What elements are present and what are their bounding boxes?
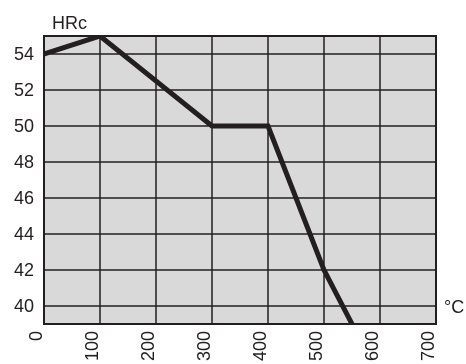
- series-group: [44, 36, 355, 324]
- x-tick-label: 300: [194, 331, 214, 361]
- x-tick-label: 500: [306, 331, 326, 361]
- y-tick-label: 52: [14, 80, 34, 100]
- y-tick-label: 50: [14, 116, 34, 136]
- y-axis-label: HRc: [52, 13, 87, 33]
- x-tick-label: 0: [26, 331, 46, 341]
- y-tick-label: 48: [14, 152, 34, 172]
- x-axis-label: °C: [444, 297, 464, 317]
- x-tick-label: 100: [82, 331, 102, 361]
- series-line: [44, 36, 355, 324]
- x-tick-labels: 0 100 200 300 400 500 600 700: [26, 331, 438, 361]
- plot-area: [43, 35, 437, 325]
- x-tick-label: 400: [250, 331, 270, 361]
- y-tick-label: 46: [14, 188, 34, 208]
- y-tick-label: 40: [14, 296, 34, 316]
- x-tick-label: 200: [138, 331, 158, 361]
- y-tick-labels: 40 42 44 46 48 50 52 54: [14, 44, 34, 316]
- y-tick-label: 54: [14, 44, 34, 64]
- y-tick-label: 44: [14, 224, 34, 244]
- grid: [44, 36, 436, 324]
- y-tick-label: 42: [14, 260, 34, 280]
- x-tick-label: 700: [418, 331, 438, 361]
- x-tick-label: 600: [362, 331, 382, 361]
